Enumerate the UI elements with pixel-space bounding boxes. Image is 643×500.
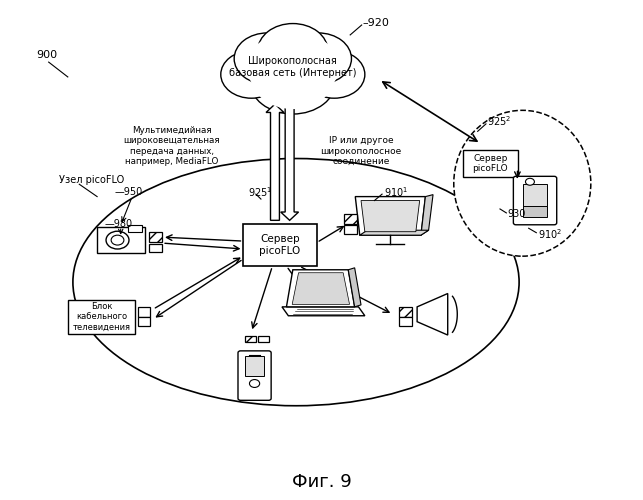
- Text: IP или другое
широкополосное
соединение: IP или другое широкополосное соединение: [320, 136, 402, 166]
- FancyBboxPatch shape: [513, 176, 557, 225]
- Polygon shape: [281, 104, 298, 220]
- FancyBboxPatch shape: [523, 184, 547, 208]
- FancyBboxPatch shape: [97, 228, 145, 253]
- Polygon shape: [282, 307, 365, 316]
- FancyBboxPatch shape: [149, 244, 162, 252]
- Text: Мультимедийная
широковещательная
передача данных,
например, MediaFLO: Мультимедийная широковещательная передач…: [123, 126, 220, 166]
- Polygon shape: [292, 272, 350, 304]
- Text: Сервер
picoFLO: Сервер picoFLO: [259, 234, 301, 256]
- FancyBboxPatch shape: [149, 232, 162, 242]
- Text: $925^1$: $925^1$: [248, 185, 273, 198]
- Text: –920: –920: [363, 18, 390, 28]
- Polygon shape: [286, 270, 355, 307]
- Text: $910^2$: $910^2$: [538, 228, 563, 241]
- Text: 900: 900: [36, 50, 57, 59]
- Circle shape: [525, 178, 534, 185]
- Circle shape: [249, 380, 260, 388]
- FancyBboxPatch shape: [138, 307, 150, 317]
- Polygon shape: [361, 200, 420, 232]
- Polygon shape: [359, 230, 429, 235]
- Text: Широкополосная
базовая сеть (Интернет): Широкополосная базовая сеть (Интернет): [229, 56, 357, 78]
- FancyBboxPatch shape: [523, 206, 547, 217]
- Polygon shape: [266, 104, 284, 220]
- Text: 930: 930: [507, 209, 526, 219]
- FancyBboxPatch shape: [399, 307, 412, 317]
- Circle shape: [251, 45, 334, 109]
- Text: —950: —950: [114, 186, 143, 196]
- Text: —980: —980: [105, 219, 133, 229]
- Text: $910^1$: $910^1$: [384, 185, 408, 198]
- Circle shape: [285, 33, 352, 84]
- FancyBboxPatch shape: [345, 225, 358, 234]
- FancyBboxPatch shape: [345, 214, 358, 224]
- Text: Блок
кабельного
телевидения: Блок кабельного телевидения: [73, 302, 131, 332]
- Ellipse shape: [454, 110, 591, 256]
- Circle shape: [234, 33, 300, 84]
- Text: $925^2$: $925^2$: [487, 114, 511, 128]
- Circle shape: [249, 47, 336, 114]
- FancyBboxPatch shape: [138, 317, 150, 326]
- FancyBboxPatch shape: [68, 300, 135, 334]
- FancyBboxPatch shape: [258, 336, 269, 342]
- FancyBboxPatch shape: [245, 336, 257, 342]
- Text: Фиг. 9: Фиг. 9: [292, 474, 351, 492]
- FancyBboxPatch shape: [399, 317, 412, 326]
- Polygon shape: [421, 194, 433, 235]
- Text: Сервер
picoFLO: Сервер picoFLO: [473, 154, 508, 173]
- Polygon shape: [356, 196, 426, 235]
- Circle shape: [221, 50, 282, 98]
- Circle shape: [258, 24, 328, 78]
- FancyBboxPatch shape: [244, 224, 317, 266]
- FancyBboxPatch shape: [464, 150, 518, 177]
- Text: Узел picoFLO: Узел picoFLO: [59, 175, 124, 185]
- FancyBboxPatch shape: [238, 351, 271, 401]
- Polygon shape: [349, 268, 361, 307]
- FancyBboxPatch shape: [245, 356, 264, 376]
- Polygon shape: [417, 294, 448, 335]
- Ellipse shape: [73, 158, 519, 406]
- Circle shape: [247, 32, 339, 102]
- FancyBboxPatch shape: [129, 226, 142, 232]
- Circle shape: [106, 231, 129, 249]
- Circle shape: [303, 50, 365, 98]
